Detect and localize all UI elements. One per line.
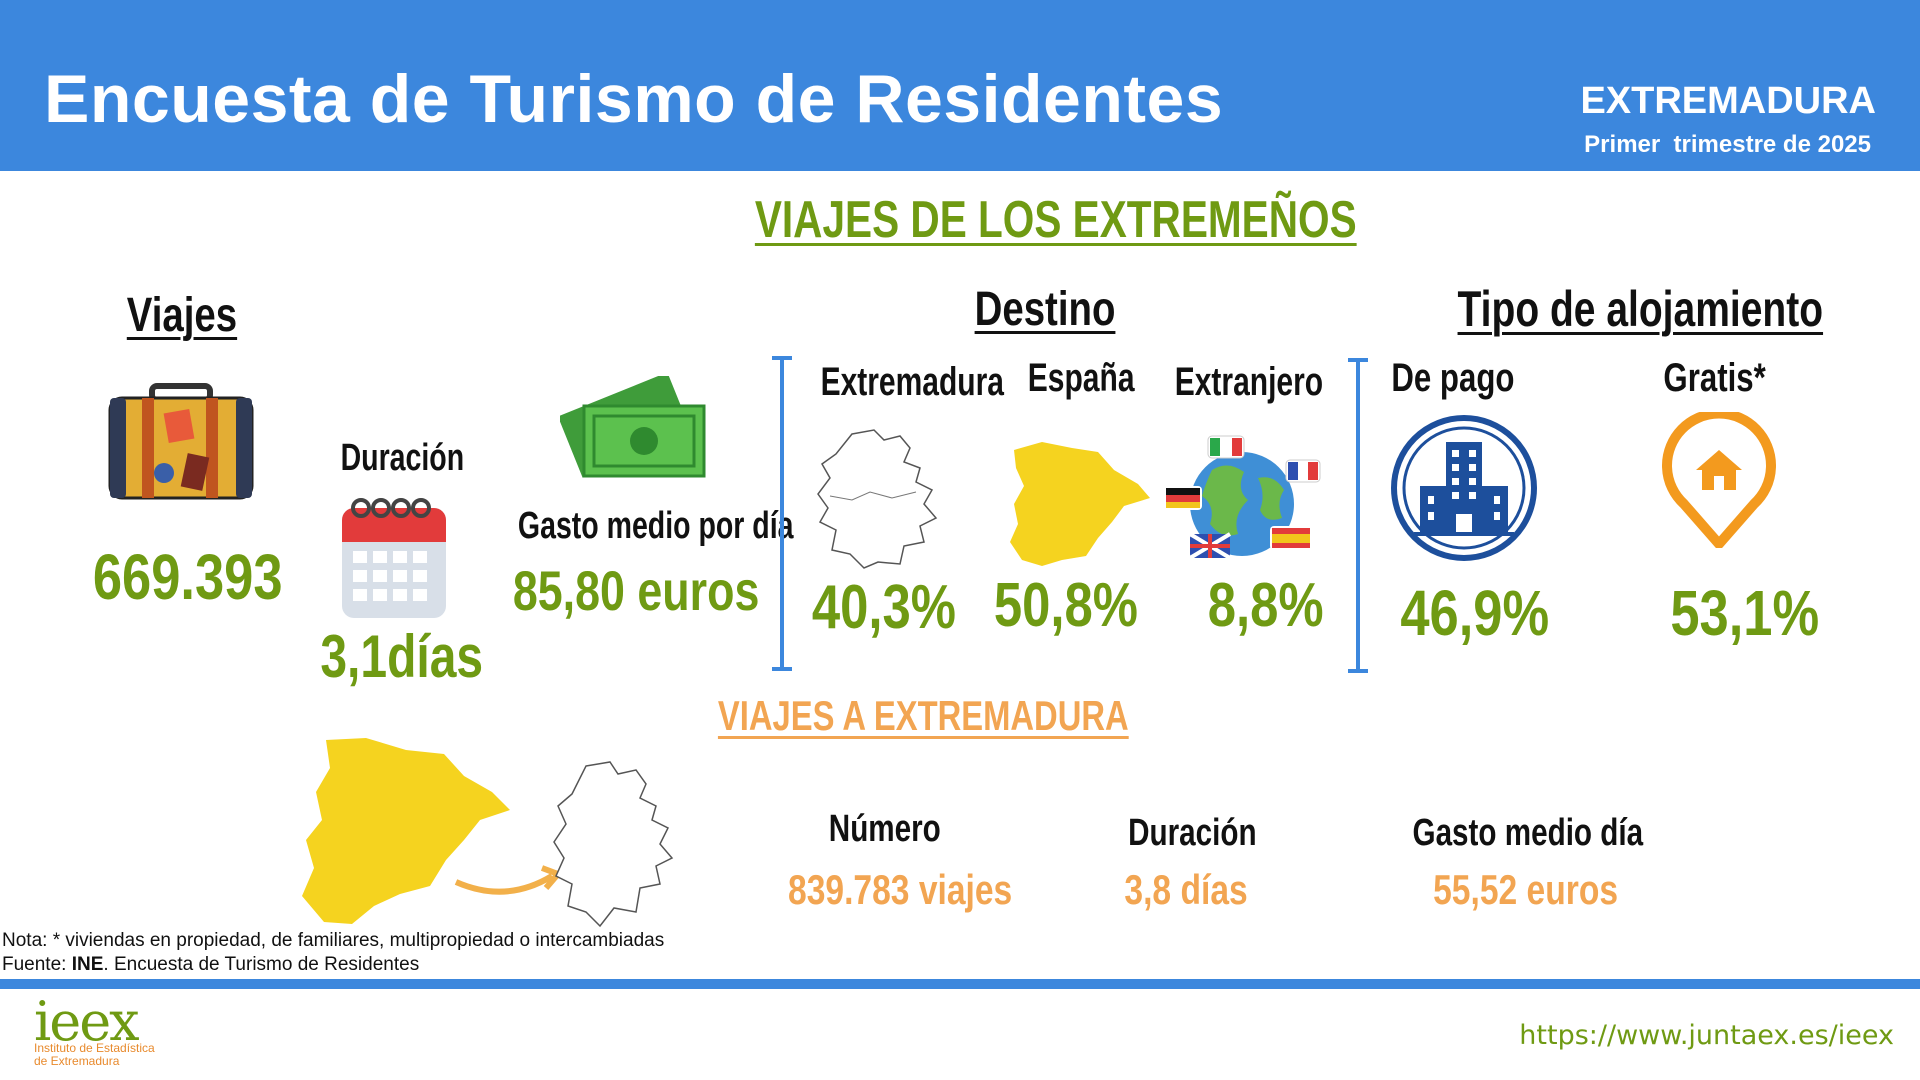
inbound-gasto-label: Gasto medio día — [1412, 812, 1644, 854]
source-org: INE — [71, 954, 104, 975]
viajes-heading: Viajes — [126, 289, 238, 342]
alojamiento-heading: Tipo de alojamiento — [1457, 281, 1823, 337]
duracion-value: 3,1días — [320, 623, 484, 690]
alojamiento-value-gratis: 53,1% — [1670, 577, 1820, 649]
hotel-icon — [1391, 415, 1537, 561]
ieex-logo-subtitle: Instituto de Estadística de Extremadura — [34, 1042, 155, 1068]
spain-map-icon — [1010, 442, 1150, 566]
divider-destino — [772, 356, 792, 671]
alojamiento-value-pago: 46,9% — [1400, 577, 1550, 649]
inbound-numero-label: Número — [828, 808, 941, 850]
section-heading-residents: VIAJES DE LOS EXTREMEÑOS — [754, 191, 1357, 249]
globe-flags-icon — [1164, 435, 1321, 560]
logo-sub-line-2: de Extremadura — [34, 1054, 120, 1068]
alojamiento-label-gratis: Gratis* — [1663, 356, 1767, 400]
inbound-gasto-value: 55,52 euros — [1433, 866, 1619, 913]
inbound-duracion-label: Duración — [1128, 812, 1257, 854]
alojamiento-label-pago: De pago — [1391, 356, 1515, 400]
destino-label-extremadura: Extremadura — [820, 360, 1004, 404]
logo-sub-line-1: Instituto de Estadística — [34, 1041, 155, 1055]
period-label: Primer trimestre de 2025 — [1584, 131, 1871, 158]
divider-alojamiento — [1348, 358, 1368, 673]
destino-label-extranjero: Extranjero — [1174, 360, 1324, 404]
section-heading-inbound: VIAJES A EXTREMADURA — [717, 692, 1129, 739]
money-icon — [560, 376, 706, 478]
destino-value-extremadura: 40,3% — [811, 573, 957, 642]
footer-bar — [0, 979, 1920, 989]
destino-label-espana: España — [1027, 356, 1135, 400]
note-text: Nota: * viviendas en propiedad, de famil… — [2, 930, 665, 951]
destino-value-extranjero: 8,8% — [1208, 571, 1324, 640]
destino-heading: Destino — [974, 283, 1116, 336]
region-label: EXTREMADURA — [1580, 80, 1876, 122]
home-pin-icon — [1662, 412, 1776, 548]
ieex-logo: ieex — [34, 990, 140, 1053]
calendar-icon — [342, 498, 446, 618]
gasto-label: Gasto medio por día — [517, 505, 794, 547]
source-prefix: Fuente: — [2, 954, 72, 975]
header-bar — [0, 0, 1920, 171]
extremadura-map-icon — [817, 429, 938, 569]
page-title: Encuesta de Turismo de Residentes — [44, 61, 1224, 137]
footnotes: Nota: * viviendas en propiedad, de famil… — [2, 929, 664, 977]
viajes-value: 669.393 — [92, 541, 283, 613]
source-text: Fuente: INE. Encuesta de Turismo de Resi… — [2, 953, 664, 977]
gasto-value: 85,80 euros — [512, 559, 760, 622]
destino-value-espana: 50,8% — [993, 571, 1139, 640]
spain-to-extremadura-map-icon — [302, 738, 674, 928]
suitcase-icon — [108, 383, 254, 500]
source-suffix: . Encuesta de Turismo de Residentes — [103, 954, 420, 975]
inbound-numero-value: 839.783 viajes — [788, 866, 1013, 913]
inbound-duracion-value: 3,8 días — [1124, 866, 1248, 913]
duracion-label: Duración — [340, 437, 465, 479]
footer-url-link[interactable]: https://www.juntaex.es/ieex — [1519, 1020, 1894, 1051]
